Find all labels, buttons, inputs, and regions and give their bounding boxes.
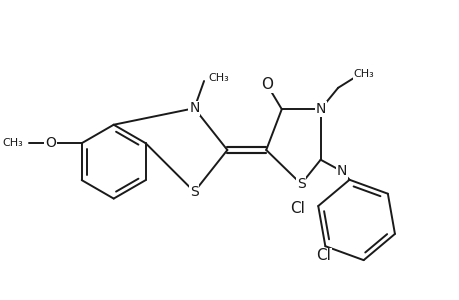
Text: CH₃: CH₃ xyxy=(353,69,374,79)
Text: Cl: Cl xyxy=(289,201,304,216)
Text: N: N xyxy=(189,101,199,115)
Text: CH₃: CH₃ xyxy=(3,138,23,148)
Text: O: O xyxy=(45,136,56,150)
Text: Cl: Cl xyxy=(315,248,330,263)
Text: O: O xyxy=(261,77,273,92)
Text: S: S xyxy=(296,177,305,191)
Text: S: S xyxy=(190,185,198,199)
Text: CH₃: CH₃ xyxy=(207,73,228,83)
Text: N: N xyxy=(336,164,347,178)
Text: N: N xyxy=(315,102,325,116)
